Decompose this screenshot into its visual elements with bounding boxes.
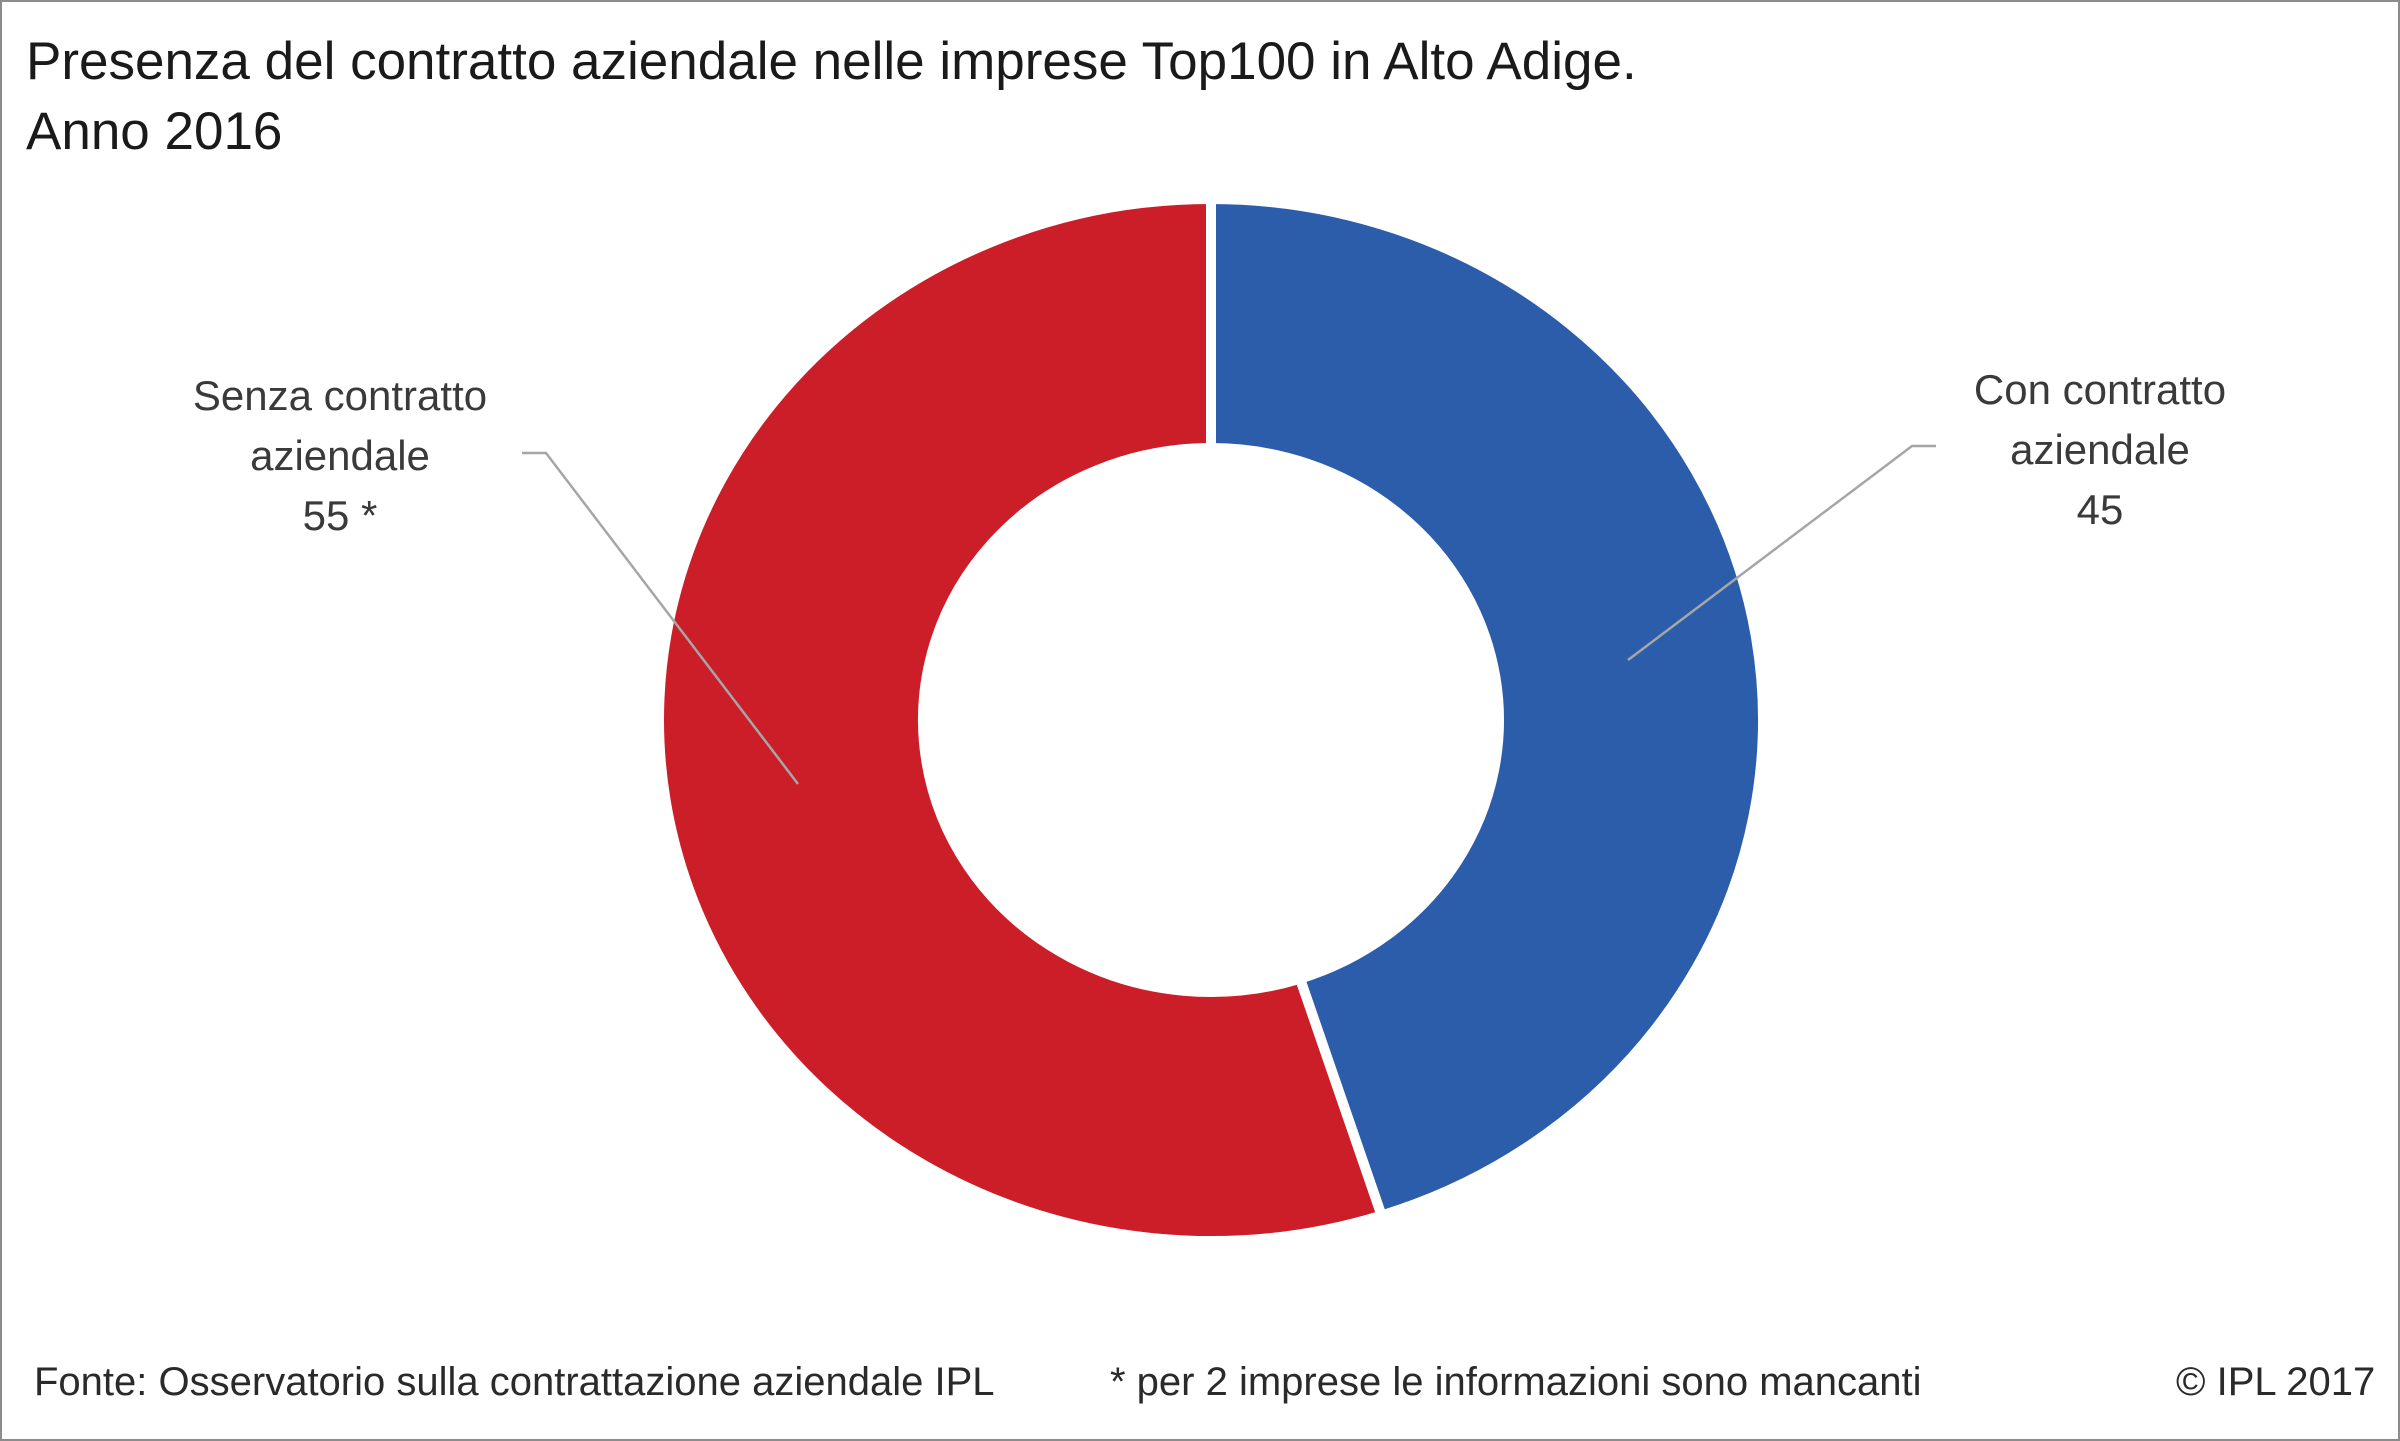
donut-slice-2 — [654, 193, 1388, 1246]
copyright-note: © IPL 2017 — [2176, 1360, 2376, 1404]
leader-line-1 — [1627, 444, 1936, 661]
slice-label-line: Senza contratto — [193, 372, 487, 419]
slice-label-line: aziendale — [250, 432, 430, 479]
chart-title: Presenza del contratto aziendale nelle i… — [26, 32, 1637, 91]
donut-slice-1 — [1206, 193, 1768, 1222]
slice-label-2: Senza contratto aziendale 55 * — [193, 372, 487, 539]
source-note: Fonte: Osservatorio sulla contrattazione… — [34, 1360, 995, 1404]
slice-label-line: 55 * — [303, 492, 378, 539]
leader-line-2 — [522, 451, 799, 785]
slice-label-line: 45 — [2077, 486, 2124, 533]
slice-label-line: Con contratto — [1974, 366, 2226, 413]
footnote: * per 2 imprese le informazioni sono man… — [1110, 1360, 1922, 1404]
slice-label-line: aziendale — [2010, 426, 2190, 473]
chart-subtitle: Anno 2016 — [26, 102, 283, 161]
slice-label-1: Con contratto aziendale 45 — [1974, 366, 2226, 533]
